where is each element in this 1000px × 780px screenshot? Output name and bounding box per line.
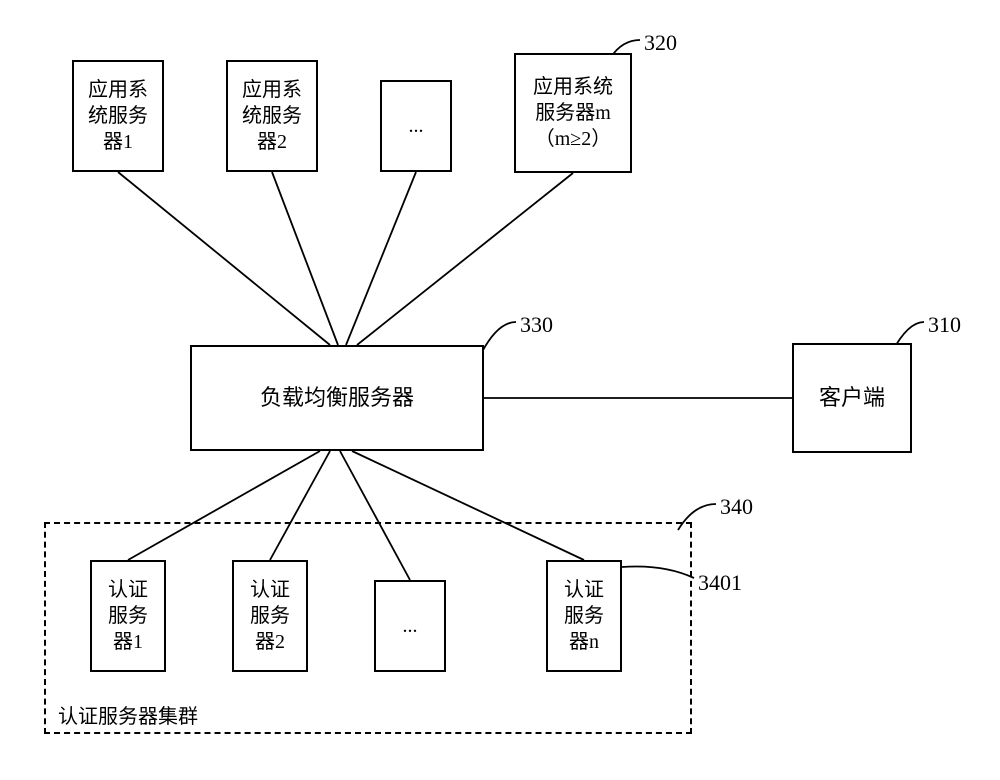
load-balancer: 负载均衡服务器 [190, 345, 484, 451]
auth-server-2-label: 认证 服务 器2 [250, 577, 290, 655]
label-330: 330 [520, 312, 553, 338]
app-server-1-label: 应用系 统服务 器1 [88, 77, 148, 155]
app-server-m-label: 应用系统 服务器m （m≥2） [533, 74, 613, 152]
label-310: 310 [928, 312, 961, 338]
app-server-2-label: 应用系 统服务 器2 [242, 77, 302, 155]
auth-server-1: 认证 服务 器1 [90, 560, 166, 672]
app-server-m: 应用系统 服务器m （m≥2） [514, 53, 632, 173]
auth-server-ellipsis: ... [374, 580, 446, 672]
label-3401: 3401 [698, 570, 742, 596]
client-box: 客户端 [792, 343, 912, 453]
auth-server-n: 认证 服务 器n [546, 560, 622, 672]
app-server-ellipsis-label: ... [409, 113, 424, 139]
auth-server-n-label: 认证 服务 器n [564, 577, 604, 655]
auth-server-ellipsis-label: ... [403, 613, 418, 639]
auth-cluster-label: 认证服务器集群 [58, 700, 198, 729]
app-server-1: 应用系 统服务 器1 [72, 60, 164, 172]
auth-server-1-label: 认证 服务 器1 [108, 577, 148, 655]
load-balancer-label: 负载均衡服务器 [260, 384, 414, 413]
label-320: 320 [644, 30, 677, 56]
app-server-ellipsis: ... [380, 80, 452, 172]
auth-server-2: 认证 服务 器2 [232, 560, 308, 672]
app-server-2: 应用系 统服务 器2 [226, 60, 318, 172]
client-label: 客户端 [819, 384, 885, 413]
label-340: 340 [720, 494, 753, 520]
